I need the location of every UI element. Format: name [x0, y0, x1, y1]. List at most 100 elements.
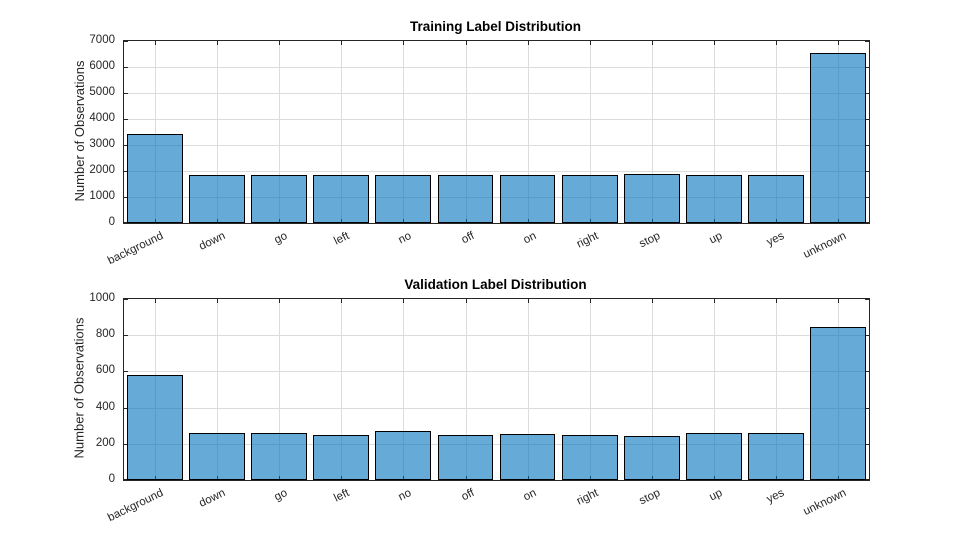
v-gridline: [589, 41, 591, 223]
v-gridline: [775, 299, 777, 480]
x-tick-label-on: on: [520, 487, 538, 504]
y-tick-left: [124, 407, 128, 409]
y-tick-right: [865, 407, 869, 409]
y-tick-left: [124, 41, 128, 42]
y-tick-left: [124, 443, 128, 445]
x-tick-label-background: background: [105, 230, 166, 268]
x-tick-label-go: go: [272, 230, 290, 247]
v-gridline: [651, 299, 653, 480]
v-gridline: [155, 41, 156, 223]
bar-off: [437, 434, 494, 480]
bar-background: [127, 133, 183, 223]
bar-on: [499, 433, 556, 480]
y-tick-label: 7000: [89, 34, 115, 46]
y-tick-right: [865, 67, 869, 68]
y-tick-left: [124, 335, 128, 337]
y-tick-label: 5000: [89, 86, 115, 98]
y-tick-label: 400: [95, 400, 115, 413]
x-tick-label-down: down: [197, 230, 228, 253]
h-gridline: [124, 443, 869, 445]
v-gridline: [403, 299, 405, 480]
y-tick-left: [124, 222, 128, 223]
bar-down: [189, 432, 246, 480]
v-gridline: [465, 41, 467, 223]
v-gridline: [403, 41, 405, 223]
x-tick-label-off: off: [459, 487, 476, 504]
x-tick-top: [403, 41, 405, 45]
x-tick-top: [155, 41, 156, 45]
y-tick-left: [124, 299, 128, 300]
y-tick-left: [124, 145, 128, 146]
x-tick-label-no: no: [396, 230, 414, 247]
y-tick-right: [865, 443, 869, 445]
x-tick-top: [341, 299, 343, 303]
training-plot-area: [123, 40, 870, 224]
y-tick-right: [865, 145, 869, 146]
v-gridline: [279, 41, 281, 223]
v-gridline: [279, 299, 281, 480]
x-tick-top: [465, 41, 467, 45]
validation-chart-title: Validation Label Distribution: [404, 277, 587, 292]
y-tick-label: 2000: [89, 164, 115, 176]
x-tick-top: [589, 299, 591, 303]
bar-off: [437, 174, 494, 223]
v-gridline: [651, 41, 653, 223]
x-tick-label-unknown: unknown: [801, 487, 849, 518]
h-gridline: [124, 197, 869, 198]
v-gridline: [775, 41, 777, 223]
x-tick-label-yes: yes: [764, 230, 787, 249]
h-gridline: [124, 335, 869, 337]
validation-plot-area: [123, 298, 870, 481]
y-tick-left: [124, 197, 128, 198]
x-tick-label-down: down: [197, 487, 228, 510]
y-tick-label: 800: [95, 328, 115, 341]
x-tick-top: [527, 41, 529, 45]
y-tick-right: [865, 371, 869, 373]
x-tick-top: [155, 299, 156, 303]
y-tick-label: 200: [95, 436, 115, 449]
y-tick-right: [865, 171, 869, 172]
v-gridline: [341, 41, 343, 223]
x-tick-top: [775, 299, 777, 303]
x-tick-top: [217, 41, 219, 45]
y-tick-right: [865, 299, 869, 300]
x-tick-top: [589, 41, 591, 45]
x-tick-top: [651, 41, 653, 45]
x-tick-top: [527, 299, 529, 303]
x-tick-top: [713, 299, 715, 303]
h-gridline: [124, 171, 869, 172]
x-tick-label-right: right: [574, 230, 600, 251]
v-gridline: [527, 41, 529, 223]
v-gridline: [713, 299, 715, 480]
bar-stop: [623, 174, 680, 223]
x-tick-label-off: off: [459, 230, 476, 247]
y-tick-left: [124, 93, 128, 94]
v-gridline: [713, 41, 715, 223]
x-tick-top: [217, 299, 219, 303]
y-tick-right: [865, 197, 869, 198]
bar-left: [313, 174, 370, 223]
v-gridline: [341, 299, 343, 480]
y-tick-left: [124, 371, 128, 373]
y-tick-left: [124, 119, 128, 120]
bar-up: [685, 432, 742, 480]
h-gridline: [124, 145, 869, 146]
x-tick-top: [279, 299, 281, 303]
x-tick-label-go: go: [272, 487, 290, 504]
h-gridline: [124, 371, 869, 373]
y-tick-right: [865, 41, 869, 42]
x-tick-label-yes: yes: [764, 487, 787, 506]
bar-background: [127, 375, 183, 480]
bar-unknown: [810, 52, 866, 223]
x-tick-top: [838, 299, 839, 303]
y-tick-right: [865, 479, 869, 480]
y-tick-right: [865, 119, 869, 120]
bar-left: [313, 435, 370, 480]
bar-yes: [747, 174, 804, 223]
bar-up: [685, 174, 742, 223]
x-tick-top: [713, 41, 715, 45]
h-gridline: [124, 119, 869, 120]
y-tick-right: [865, 335, 869, 337]
y-tick-left: [124, 171, 128, 172]
